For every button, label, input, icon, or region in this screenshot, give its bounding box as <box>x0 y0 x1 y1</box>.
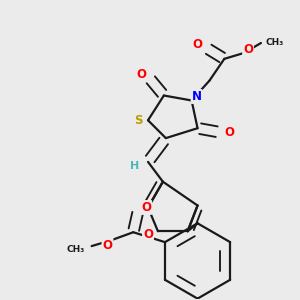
Text: CH₃: CH₃ <box>266 38 284 46</box>
Text: O: O <box>141 201 151 214</box>
Text: N: N <box>192 90 202 103</box>
Text: CH₃: CH₃ <box>67 244 85 253</box>
Text: H: H <box>130 161 139 171</box>
Text: O: O <box>143 228 153 241</box>
Text: O: O <box>243 44 253 56</box>
Text: O: O <box>136 68 146 81</box>
Text: S: S <box>134 114 142 127</box>
Text: O: O <box>224 126 234 139</box>
Text: O: O <box>193 38 202 52</box>
Text: O: O <box>103 238 112 252</box>
